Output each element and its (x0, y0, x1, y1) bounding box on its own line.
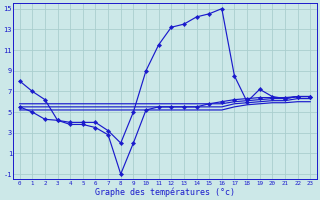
X-axis label: Graphe des températures (°c): Graphe des températures (°c) (95, 187, 235, 197)
